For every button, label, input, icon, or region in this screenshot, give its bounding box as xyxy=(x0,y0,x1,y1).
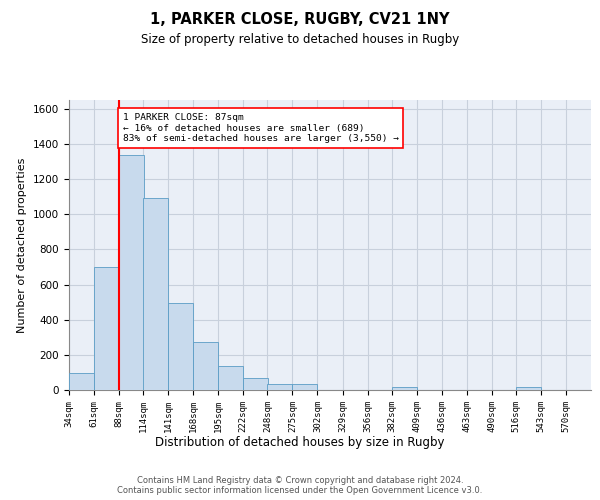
Bar xyxy=(392,388,416,390)
Text: Contains HM Land Registry data © Crown copyright and database right 2024.
Contai: Contains HM Land Registry data © Crown c… xyxy=(118,476,482,495)
Bar xyxy=(94,267,119,390)
Bar xyxy=(143,198,168,390)
Bar xyxy=(292,384,317,390)
Text: 1 PARKER CLOSE: 87sqm
← 16% of detached houses are smaller (689)
83% of semi-det: 1 PARKER CLOSE: 87sqm ← 16% of detached … xyxy=(123,113,399,143)
Bar xyxy=(119,156,144,390)
Bar xyxy=(168,303,193,390)
Y-axis label: Number of detached properties: Number of detached properties xyxy=(17,158,28,332)
Text: Size of property relative to detached houses in Rugby: Size of property relative to detached ho… xyxy=(141,32,459,46)
Bar xyxy=(218,366,244,390)
Bar xyxy=(193,342,218,390)
Text: 1, PARKER CLOSE, RUGBY, CV21 1NY: 1, PARKER CLOSE, RUGBY, CV21 1NY xyxy=(150,12,450,28)
Text: Distribution of detached houses by size in Rugby: Distribution of detached houses by size … xyxy=(155,436,445,449)
Bar xyxy=(268,384,292,390)
Bar xyxy=(244,378,268,390)
Bar xyxy=(69,374,94,390)
Bar xyxy=(516,388,541,390)
